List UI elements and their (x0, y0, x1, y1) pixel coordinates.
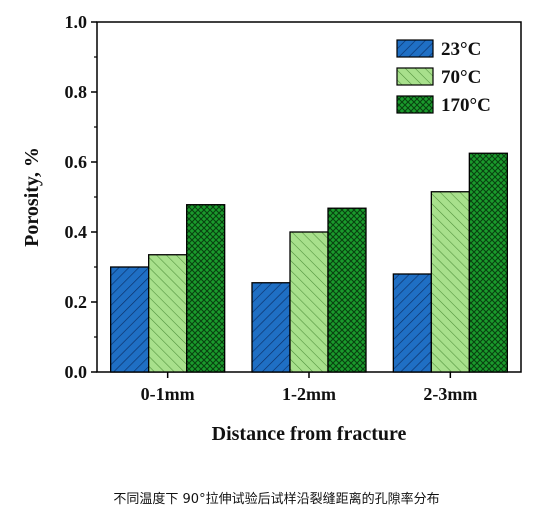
bar-0-1mm-23°C (110, 266, 150, 373)
bar-1-2mm-70°C (289, 231, 329, 373)
y-tick-label: 0.6 (65, 152, 88, 172)
x-tick-label-0-1mm: 0-1mm (141, 384, 195, 404)
legend-swatch-70°C (396, 67, 434, 86)
y-tick-label: 0.2 (65, 292, 88, 312)
x-axis: 0-1mm 1-2mm 2-3mm (141, 372, 477, 404)
legend-label-170°C: 170°C (441, 95, 491, 116)
legend-swatch-23°C (396, 39, 434, 58)
legend-label-70°C: 70°C (441, 67, 481, 88)
legend: 23°C 70°C 170°C (396, 39, 491, 116)
bars-group (110, 152, 508, 373)
legend-swatch-170°C (396, 95, 434, 114)
bar-0-1mm-70°C (148, 254, 188, 373)
porosity-bar-chart: 0.0 0.2 0.4 0.6 0.8 1.0 0-1mm 1-2mm 2-3mm Poros… (21, 12, 522, 445)
bar-0-1mm-170°C (186, 204, 226, 373)
bar-2-3mm-70°C (430, 191, 470, 373)
bar-1-2mm-170°C (327, 207, 367, 373)
y-tick-label: 0.0 (65, 362, 88, 382)
x-tick-label-2-3mm: 2-3mm (423, 384, 477, 404)
y-tick-label: 0.4 (65, 222, 88, 242)
bar-1-2mm-23°C (251, 282, 291, 373)
figure-caption: 不同温度下 90°拉伸试验后试样沿裂缝距离的孔隙率分布 (113, 492, 440, 507)
bar-2-3mm-23°C (392, 273, 432, 373)
y-tick-label: 0.8 (65, 82, 88, 102)
y-axis: 0.0 0.2 0.4 0.6 0.8 1.0 (65, 12, 97, 382)
y-axis-label: Porosity, % (21, 147, 43, 247)
legend-label-23°C: 23°C (441, 39, 481, 60)
x-axis-label: Distance from fracture (212, 423, 407, 445)
bar-2-3mm-170°C (468, 152, 508, 373)
y-tick-label: 1.0 (65, 12, 88, 32)
x-tick-label-1-2mm: 1-2mm (282, 384, 336, 404)
